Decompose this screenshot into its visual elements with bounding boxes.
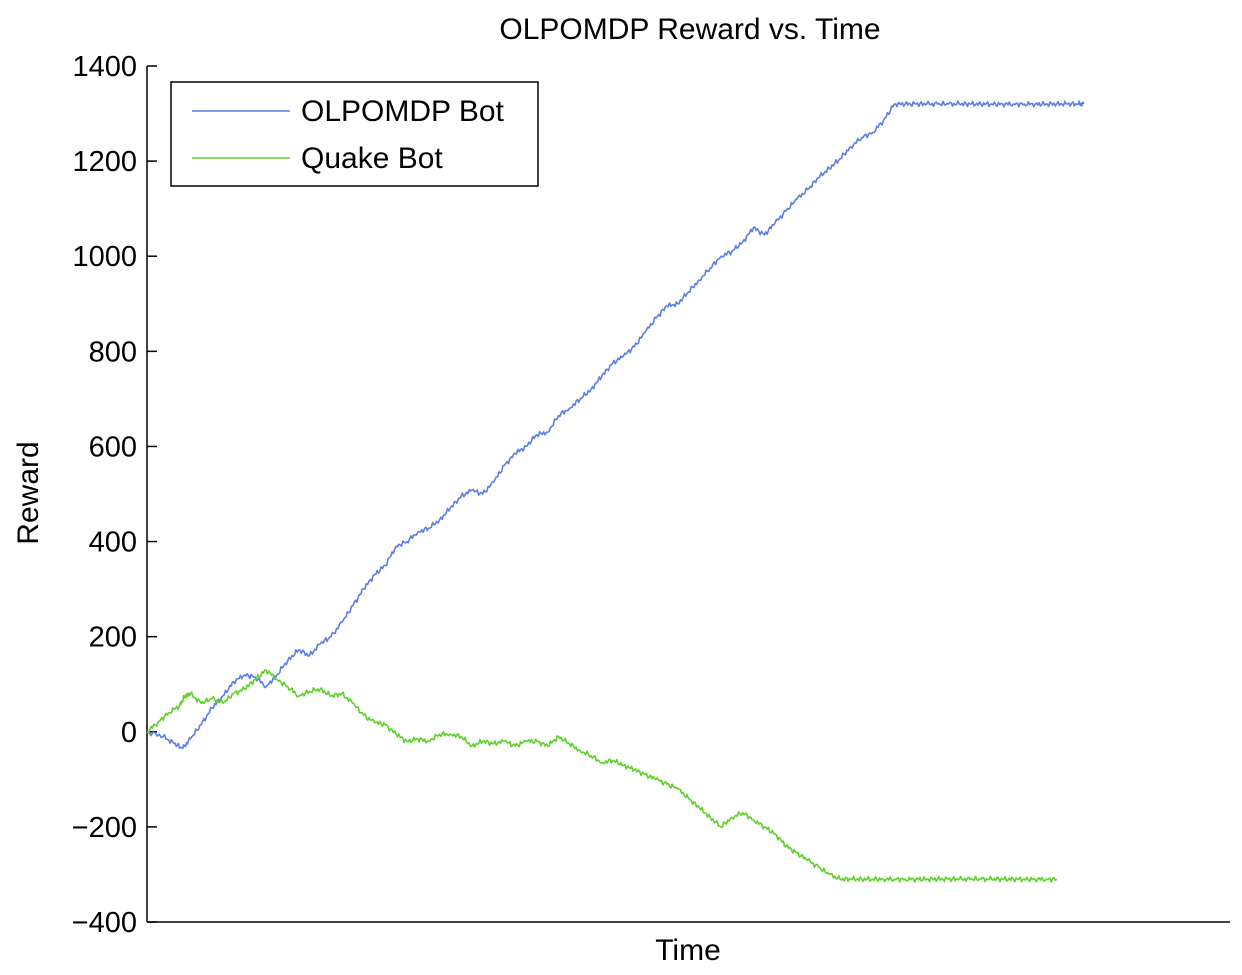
y-tick-label: −200 (72, 812, 137, 844)
legend: OLPOMDP Bot Quake Bot (170, 81, 539, 187)
y-tick-label: 800 (89, 336, 137, 368)
y-tick-label: 1000 (72, 241, 137, 273)
y-tick-label: −400 (72, 907, 137, 939)
axes (146, 66, 1230, 923)
legend-label-quake-bot: Quake Bot (301, 142, 443, 175)
y-axis-label: Reward (12, 441, 45, 544)
legend-label-olpomdp-bot: OLPOMDP Bot (301, 95, 505, 128)
y-tick-label: 1200 (72, 146, 137, 178)
y-tick-label: 200 (89, 622, 137, 654)
y-ticks: −400 −200 0 200 400 600 800 1000 1200 1400 (72, 51, 157, 939)
chart-title: OLPOMDP Reward vs. Time (499, 13, 880, 46)
series-lines (146, 100, 1085, 883)
y-tick-label: 1400 (72, 51, 137, 83)
x-axis-label: Time (655, 934, 721, 967)
legend-box (170, 81, 539, 187)
series-line-quake-bot (146, 669, 1058, 883)
series-line-olpomdp-bot (147, 100, 1085, 750)
y-tick-label: 0 (121, 717, 137, 749)
y-tick-label: 600 (89, 431, 137, 463)
y-tick-label: 400 (89, 527, 137, 559)
